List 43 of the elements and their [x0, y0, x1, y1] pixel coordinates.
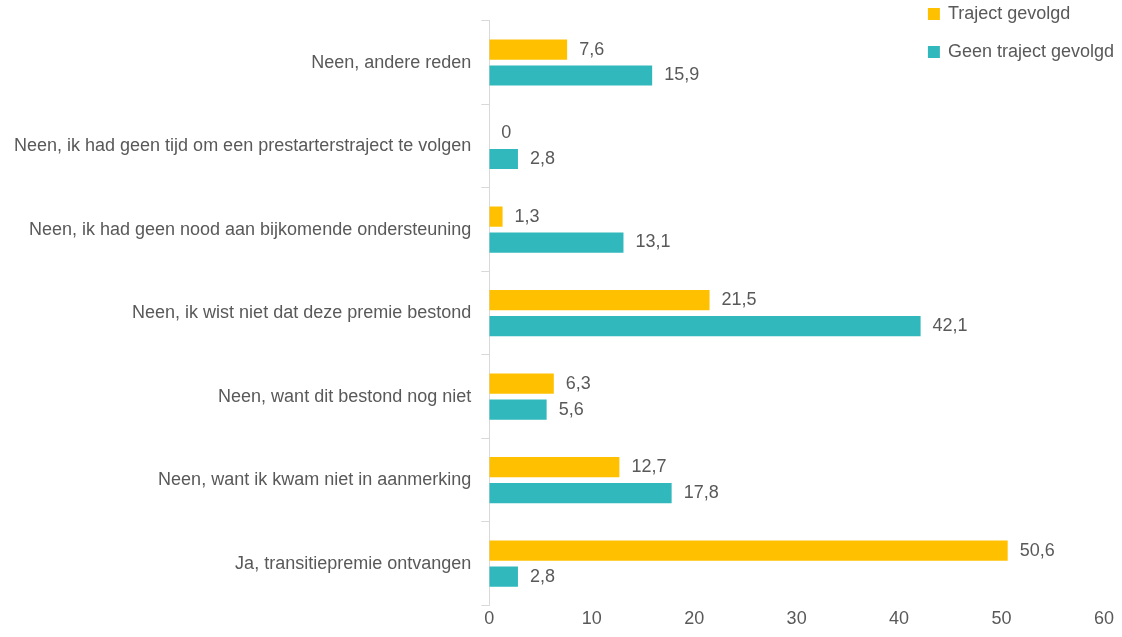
data-label: 42,1 — [932, 315, 968, 336]
data-label: 12,7 — [631, 456, 667, 477]
data-label: 7,6 — [579, 38, 605, 59]
bar — [489, 315, 921, 337]
data-label: 0 — [501, 122, 512, 143]
bar — [489, 148, 518, 170]
x-tick-label: 30 — [786, 608, 807, 629]
bar — [489, 399, 547, 420]
bar — [489, 65, 653, 86]
x-tick-label: 20 — [684, 608, 705, 629]
bar — [489, 39, 568, 60]
bar — [489, 206, 503, 227]
data-label: 50,6 — [1019, 539, 1055, 560]
bar — [489, 232, 624, 253]
data-label: 2,8 — [529, 565, 555, 586]
y-tick-label: Neen, want ik kwam niet in aanmerking — [158, 469, 472, 490]
x-tick-label: 50 — [991, 608, 1012, 629]
data-label: 5,6 — [558, 398, 584, 419]
y-tick-label: Ja, transitiepremie ontvangen — [235, 552, 472, 573]
data-label: 6,3 — [565, 372, 591, 393]
y-tick-label: Neen, andere reden — [311, 51, 472, 72]
bar — [489, 457, 620, 478]
y-tick-label: Neen, ik had geen nood aan bijkomende ondersteuning — [28, 218, 472, 239]
bar — [489, 540, 1008, 561]
bar — [489, 482, 672, 504]
x-tick-label: 0 — [484, 608, 495, 629]
legend-label: Geen traject gevolgd — [947, 40, 1114, 61]
legend-label: Traject gevolgd — [947, 2, 1071, 23]
data-label: 1,3 — [514, 205, 540, 226]
data-label: 15,9 — [664, 64, 700, 85]
bar — [489, 373, 554, 394]
data-label: 17,8 — [683, 482, 719, 503]
data-label: 21,5 — [721, 289, 757, 310]
bar — [489, 566, 518, 587]
bar — [489, 290, 710, 311]
y-tick-label: Neen, ik wist niet dat deze premie bestond — [132, 302, 472, 323]
y-tick-label: Neen, ik had geen tijd om een prestarterstraject te volgen — [13, 135, 472, 156]
data-label: 13,1 — [635, 231, 671, 252]
x-tick-label: 60 — [1093, 608, 1115, 629]
x-tick-label: 40 — [889, 608, 910, 629]
x-tick-label: 10 — [581, 608, 602, 629]
y-tick-label: Neen, want dit bestond nog niet — [218, 385, 472, 406]
data-label: 2,8 — [529, 147, 555, 168]
